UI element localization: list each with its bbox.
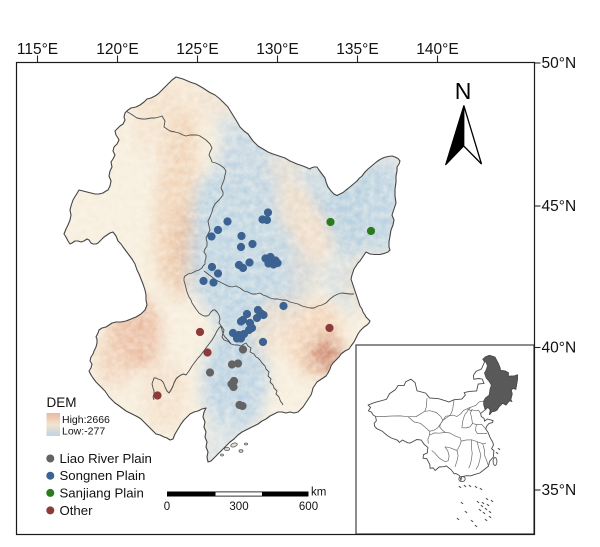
svg-text:125°E: 125°E [176,41,218,58]
svg-text:0: 0 [164,501,170,513]
svg-text:120°E: 120°E [96,41,138,58]
svg-text:Sanjiang Plain: Sanjiang Plain [60,485,144,500]
svg-text:115°E: 115°E [17,41,58,58]
svg-text:40°N: 40°N [542,340,577,357]
svg-text:300: 300 [229,501,248,513]
svg-text:N: N [455,78,472,104]
svg-text:135°E: 135°E [336,41,378,58]
svg-text:High:2666: High:2666 [62,414,110,426]
svg-text:DEM: DEM [47,395,77,410]
svg-text:140°E: 140°E [416,41,458,58]
svg-text:Other: Other [60,503,94,518]
svg-text:600: 600 [299,501,318,513]
svg-text:35°N: 35°N [542,482,577,499]
svg-text:130°E: 130°E [256,41,298,58]
svg-text:50°N: 50°N [542,55,577,72]
svg-text:45°N: 45°N [542,198,577,215]
svg-text:Songnen Plain: Songnen Plain [60,468,146,483]
svg-text:Liao River Plain: Liao River Plain [60,451,152,466]
svg-text:Low:-277: Low:-277 [62,426,105,438]
svg-text:km: km [311,487,326,499]
